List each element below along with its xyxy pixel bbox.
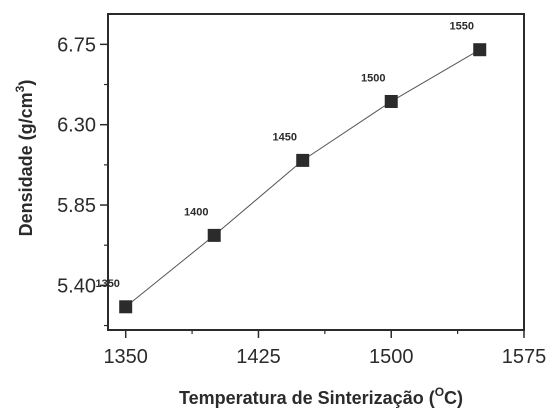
data-point-label: 1500 bbox=[361, 72, 385, 84]
y-axis-title: Densidade (g/cm3) bbox=[13, 80, 36, 237]
y-tick-label: 6.30 bbox=[57, 115, 96, 137]
data-point-label: 1550 bbox=[450, 21, 474, 33]
y-tick-label: 5.85 bbox=[57, 195, 96, 217]
data-point-marker bbox=[473, 43, 487, 57]
x-tick-label: 1500 bbox=[369, 346, 414, 368]
data-point-marker bbox=[296, 153, 310, 167]
x-tick-label: 1350 bbox=[103, 346, 148, 368]
x-tick-label: 1425 bbox=[236, 346, 281, 368]
x-tick-label: 1575 bbox=[502, 346, 547, 368]
data-point-marker bbox=[384, 94, 398, 108]
x-axis-title: Temperatura de Sinterização (OC) bbox=[179, 385, 463, 408]
y-tick-label: 5.40 bbox=[57, 275, 96, 297]
data-point-label: 1400 bbox=[184, 206, 208, 218]
y-tick-label: 6.75 bbox=[57, 34, 96, 56]
plot-frame bbox=[107, 13, 525, 331]
data-point-marker bbox=[119, 300, 133, 314]
data-point-marker bbox=[207, 228, 221, 242]
data-point-label: 1450 bbox=[272, 131, 296, 143]
axis-ticks bbox=[100, 43, 525, 338]
series-line bbox=[125, 49, 480, 308]
tick-labels: 1350 1425 1500 1575 5.40 5.85 6.30 6.75 bbox=[57, 34, 546, 368]
